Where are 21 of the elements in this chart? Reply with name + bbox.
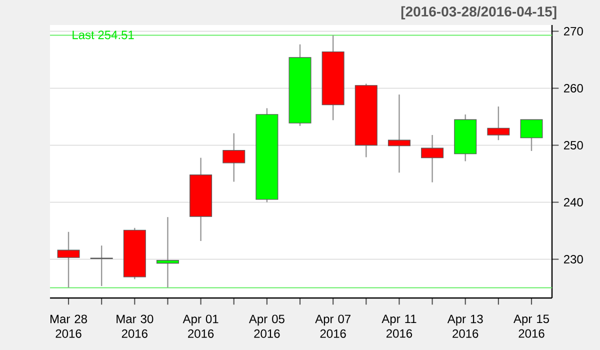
x-tick-label: Mar 30 2016 bbox=[116, 314, 154, 338]
x-tick-label: Apr 01 2016 bbox=[182, 314, 218, 338]
y-tick-label: 240 bbox=[564, 198, 583, 207]
x-tick-label: Apr 05 2016 bbox=[248, 314, 284, 338]
x-tick-label: Apr 13 2016 bbox=[447, 314, 483, 338]
candlestick bbox=[421, 134, 444, 183]
y-tick-label: 250 bbox=[564, 141, 583, 150]
x-tick-label: Mar 28 2016 bbox=[50, 314, 87, 338]
candlestick bbox=[520, 119, 543, 152]
candlestick bbox=[487, 106, 510, 141]
y-tick-label: 230 bbox=[564, 254, 583, 264]
candlestick bbox=[388, 94, 410, 174]
candlestick bbox=[156, 216, 179, 288]
chart-title: [2016-03-28/2016-04-15] bbox=[401, 6, 556, 20]
candlestick bbox=[222, 132, 246, 182]
x-tick-label: Apr 11 2016 bbox=[382, 314, 416, 338]
candlestick bbox=[57, 231, 80, 288]
y-tick-label: 260 bbox=[564, 84, 583, 93]
y-tick-label: 270 bbox=[564, 27, 583, 36]
x-tick-label: Apr 15 2016 bbox=[514, 314, 549, 338]
x-tick-label: Apr 07 2016 bbox=[315, 314, 350, 338]
